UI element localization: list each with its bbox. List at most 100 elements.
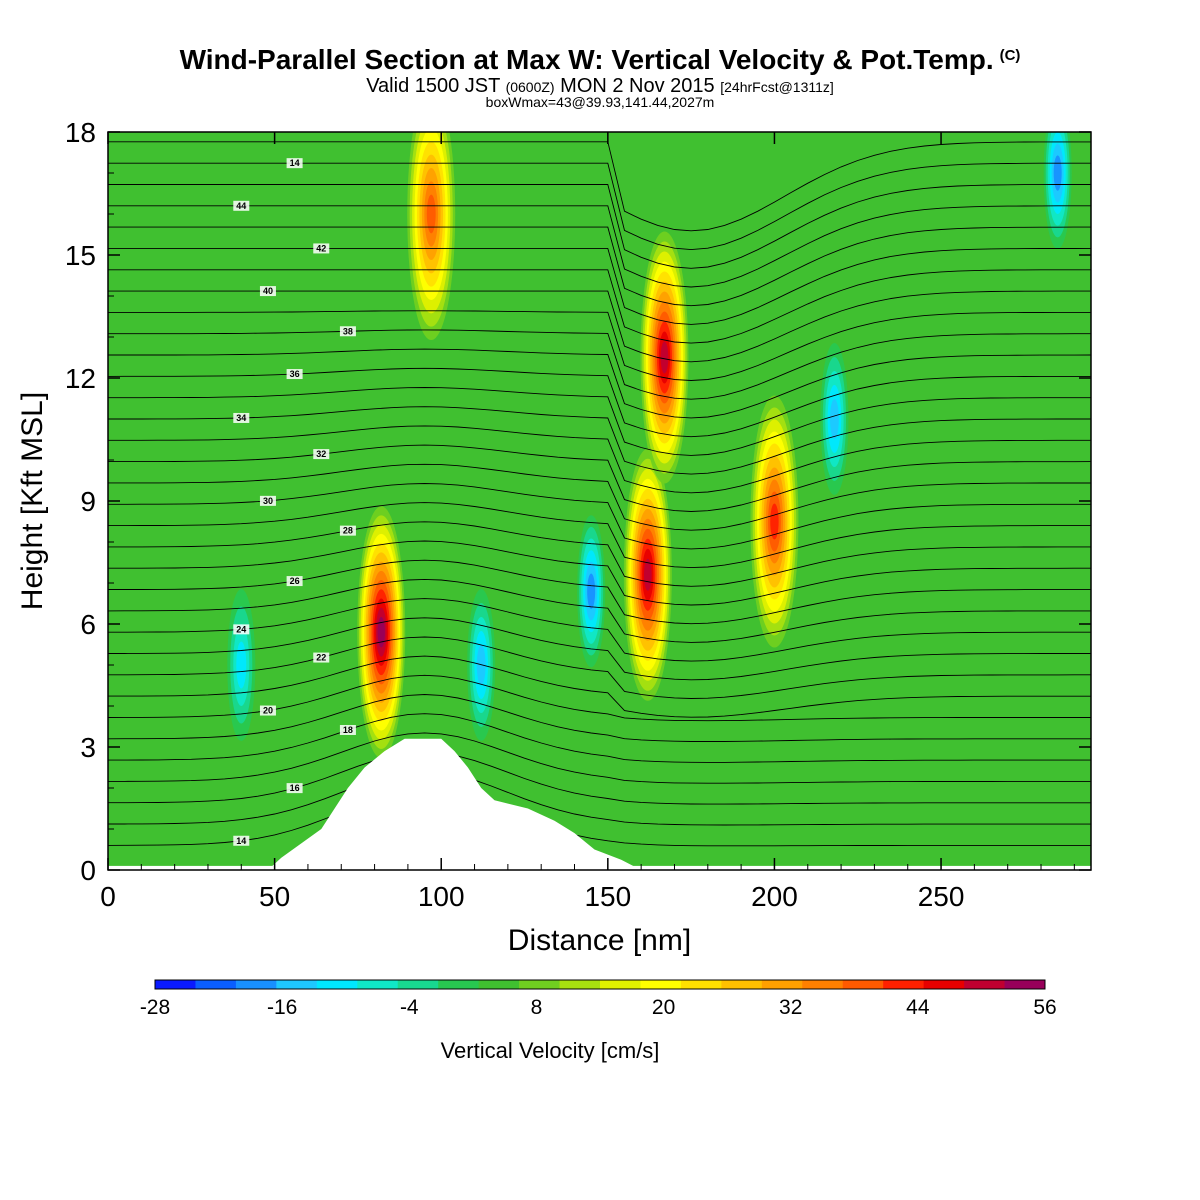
contour-label: 18 — [343, 725, 353, 735]
colorbar-swatch — [559, 980, 601, 989]
velocity-band — [830, 399, 839, 439]
chart-subtitle: Valid 1500 JST (0600Z) MON 2 Nov 2015 [2… — [0, 75, 1200, 98]
box-info: boxWmax=43@39.93,141.44,2027m — [485, 94, 715, 110]
colorbar-tick-label: 32 — [779, 996, 802, 1019]
contour-label-bg — [286, 369, 303, 380]
colorbar-tick-label: -4 — [400, 996, 419, 1019]
colorbar-swatch — [761, 980, 803, 989]
theta-contour-line — [108, 655, 1091, 718]
theta-contour-line — [108, 636, 1091, 699]
x-tick-label: 0 — [100, 881, 116, 912]
contour-label-bg — [313, 243, 330, 254]
theta-contour-line — [108, 367, 1091, 438]
valid-utc: (0600Z) — [505, 79, 555, 95]
contour-label: 16 — [290, 783, 300, 793]
theta-contour-line — [108, 751, 1091, 805]
colorbar-swatch — [680, 980, 722, 989]
theta-contour-line — [108, 617, 1091, 681]
colorbar-swatch — [438, 980, 480, 989]
theta-contour-line — [108, 463, 1091, 531]
contour-label-bg — [233, 835, 250, 846]
contour-label-bg — [286, 783, 303, 794]
colorbar-swatch — [842, 980, 884, 989]
colorbar-swatch — [276, 980, 318, 989]
theta-contour-line — [108, 770, 1091, 826]
contour-label: 44 — [236, 201, 246, 211]
field-background — [108, 132, 1091, 870]
theta-contour-line — [108, 559, 1091, 625]
velocity-band — [587, 573, 596, 609]
copyright-mark: (C) — [999, 47, 1021, 64]
contour-label-bg — [286, 576, 303, 587]
theta-contour-line — [108, 348, 1091, 419]
theta-contour-line — [108, 713, 1091, 763]
x-tick-label: 150 — [584, 881, 631, 912]
colorbar: -28 -16 -4 8 20 32 44 56 Vertical Velocity [cm/s… — [140, 979, 1057, 1063]
theta-contour-line — [108, 205, 1091, 288]
contour-label: 30 — [263, 496, 273, 506]
colorbar-swatch — [640, 980, 682, 989]
theta-contour-line — [108, 406, 1091, 475]
theta-contour-line — [108, 521, 1091, 587]
colorbar-tick-label: 20 — [652, 996, 675, 1019]
x-tick-label: 250 — [918, 881, 965, 912]
colorbar-swatch — [519, 980, 561, 989]
colorbar-swatch — [1004, 980, 1046, 989]
contour-label-bg — [233, 412, 250, 423]
chart-title-text: Wind-Parallel Section at Max W: Vertical… — [179, 44, 994, 75]
theta-contour-line — [108, 387, 1091, 456]
velocity-band — [660, 341, 669, 374]
colorbar-swatch — [883, 980, 925, 989]
velocity-band — [377, 616, 385, 648]
velocity-band — [236, 641, 247, 689]
theta-contour-line — [108, 598, 1091, 662]
colorbar-swatch — [235, 980, 277, 989]
x-tick-label: 200 — [751, 881, 798, 912]
colorbar-swatch — [721, 980, 763, 989]
contour-label-bg — [313, 449, 330, 460]
contour-label-bg — [259, 495, 276, 506]
y-tick-label: 12 — [65, 363, 96, 394]
colorbar-swatch — [357, 980, 399, 989]
contour-label-bg — [233, 200, 250, 211]
contour-label: 38 — [343, 326, 353, 336]
theta-contour-line — [108, 694, 1091, 742]
colorbar-swatch — [964, 980, 1006, 989]
terrain-mask — [108, 738, 1091, 870]
velocity-band — [426, 194, 436, 234]
valid-prefix: Valid 1500 JST — [366, 75, 500, 97]
contour-label-bg — [233, 624, 250, 635]
contour-label-bg — [259, 286, 276, 297]
theta-contour-line — [108, 425, 1091, 494]
colorbar-swatch — [195, 980, 237, 989]
theta-contour-line — [108, 184, 1091, 269]
forecast-info: [24hrFcst@1311z] — [720, 79, 834, 95]
colorbar-swatch — [802, 980, 844, 989]
contour-label: 28 — [343, 526, 353, 536]
theta-contour-line — [108, 141, 1091, 232]
colorbar-tick-label: -28 — [140, 996, 170, 1019]
velocity-band — [643, 558, 652, 591]
ground-strip — [108, 865, 1091, 870]
y-tick-label: 15 — [65, 240, 96, 271]
theta-contour-line — [108, 444, 1091, 512]
velocity-field — [108, 132, 1091, 870]
contour-label: 20 — [263, 706, 273, 716]
contour-label: 22 — [316, 653, 326, 663]
theta-contour-line — [108, 502, 1091, 569]
colorbar-swatch — [923, 980, 965, 989]
colorbar-tick-label: 8 — [531, 996, 543, 1019]
y-tick-label: 9 — [80, 486, 96, 517]
contour-label: 24 — [236, 624, 246, 634]
colorbar-swatch — [600, 980, 641, 989]
colorbar-swatch — [478, 980, 520, 989]
velocity-band — [1053, 155, 1062, 191]
colorbar-swatch — [155, 980, 196, 989]
theta-contour-line — [108, 310, 1091, 381]
x-tick-label: 50 — [259, 881, 290, 912]
y-tick-label: 6 — [80, 609, 96, 640]
colorbar-border — [154, 979, 1046, 990]
contour-label-bg — [286, 158, 303, 169]
